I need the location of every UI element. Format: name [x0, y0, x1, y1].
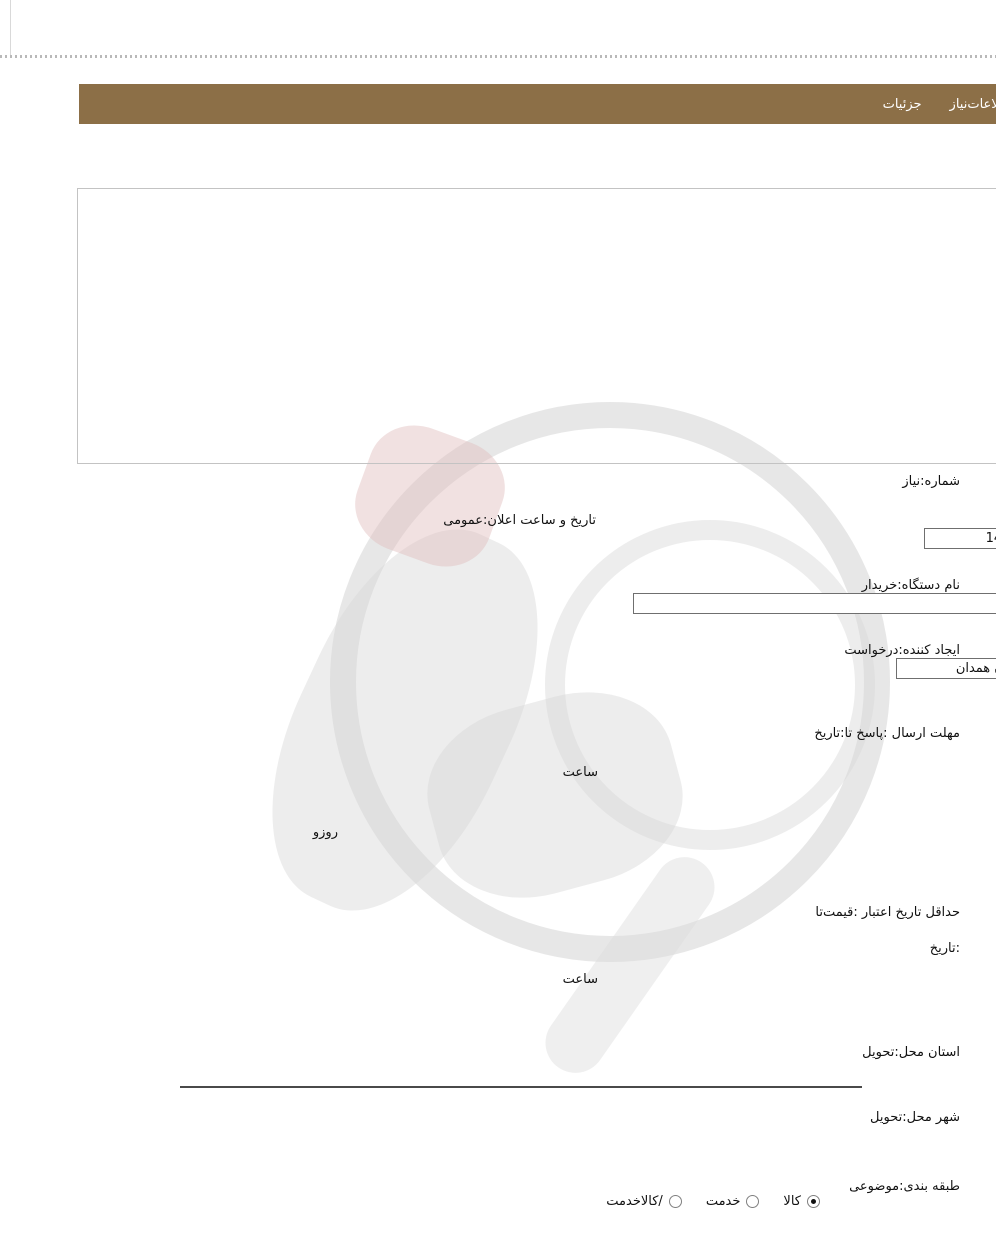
delivery-province-label: استان محل:تحویل: [862, 1045, 960, 1060]
section-divider: [180, 1086, 862, 1088]
radio-option-goods[interactable]: کالا: [783, 1194, 820, 1209]
left-edge-line: [10, 0, 11, 57]
category-label: طبقه بندی:موضوعی: [849, 1179, 960, 1194]
category-radio-group: کالا خدمت /کالاخدمت: [0, 1194, 820, 1209]
buyer-org-field[interactable]: مرکز صدا و سیمای استان همدان: [633, 593, 996, 614]
radio-option-goods-service[interactable]: /کالاخدمت: [606, 1194, 682, 1209]
days-label: روزو: [312, 825, 338, 840]
radio-option-service[interactable]: خدمت: [706, 1194, 760, 1209]
reply-deadline-label: مهلت ارسال :پاسخ تا:تاریخ: [814, 726, 960, 741]
delivery-city-label: شهر محل:تحویل: [870, 1110, 960, 1125]
top-tab-bar: اطلاعات‌نیاز جزئیات: [79, 84, 996, 124]
creator-field[interactable]: سیدمصطفی خسروی کارپرداز مرکز صدا و سیمای…: [896, 658, 996, 679]
price-validity-label-line2: :تاریخ: [929, 941, 960, 956]
dotted-separator: [0, 55, 996, 58]
validity-hour-label: ساعت: [562, 972, 598, 987]
creator-label: ایجاد کننده:درخواست: [844, 643, 960, 658]
radio-goods-service-label: /کالاخدمت: [606, 1194, 663, 1209]
request-info-panel: [77, 188, 996, 464]
tab-details[interactable]: جزئیات: [882, 96, 922, 112]
price-validity-label-line1: حداقل تاریخ اعتبار :قیمت‌تا: [815, 905, 960, 920]
radio-service-label: خدمت: [705, 1194, 741, 1209]
radio-goods-service-icon[interactable]: [668, 1195, 682, 1208]
deadline-hour-label: ساعت: [562, 765, 598, 780]
radio-goods-icon[interactable]: [807, 1195, 820, 1208]
buyer-contact-link[interactable]: اطلاعات تماس‌خریدار: [155, 681, 996, 699]
tab-need-info[interactable]: اطلاعات‌نیاز: [949, 96, 996, 112]
announce-datetime-field[interactable]: 1402/01/27 - 09:33: [924, 528, 996, 549]
radio-service-icon[interactable]: [746, 1195, 760, 1208]
buyer-org-label: نام دستگاه:خریدار: [861, 578, 960, 593]
announce-datetime-label: تاریخ و ساعت اعلان:عمومی: [443, 513, 596, 528]
remaining-hours-label: ساعت باقیمانده: [104, 863, 996, 881]
radio-goods-label: کالا: [783, 1194, 801, 1209]
need-number-label: شماره:نیاز: [902, 474, 960, 489]
